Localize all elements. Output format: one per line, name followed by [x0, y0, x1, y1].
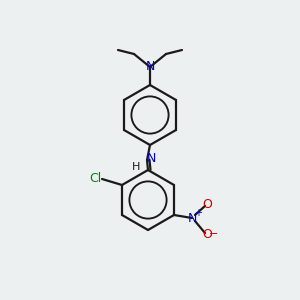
Text: H: H	[132, 162, 140, 172]
Text: −: −	[209, 229, 219, 239]
Text: Cl: Cl	[89, 172, 101, 185]
Text: N: N	[146, 152, 156, 166]
Text: +: +	[194, 208, 202, 218]
Text: O: O	[202, 199, 212, 212]
Text: O: O	[202, 227, 212, 241]
Text: N: N	[187, 212, 197, 224]
Text: N: N	[145, 61, 155, 74]
